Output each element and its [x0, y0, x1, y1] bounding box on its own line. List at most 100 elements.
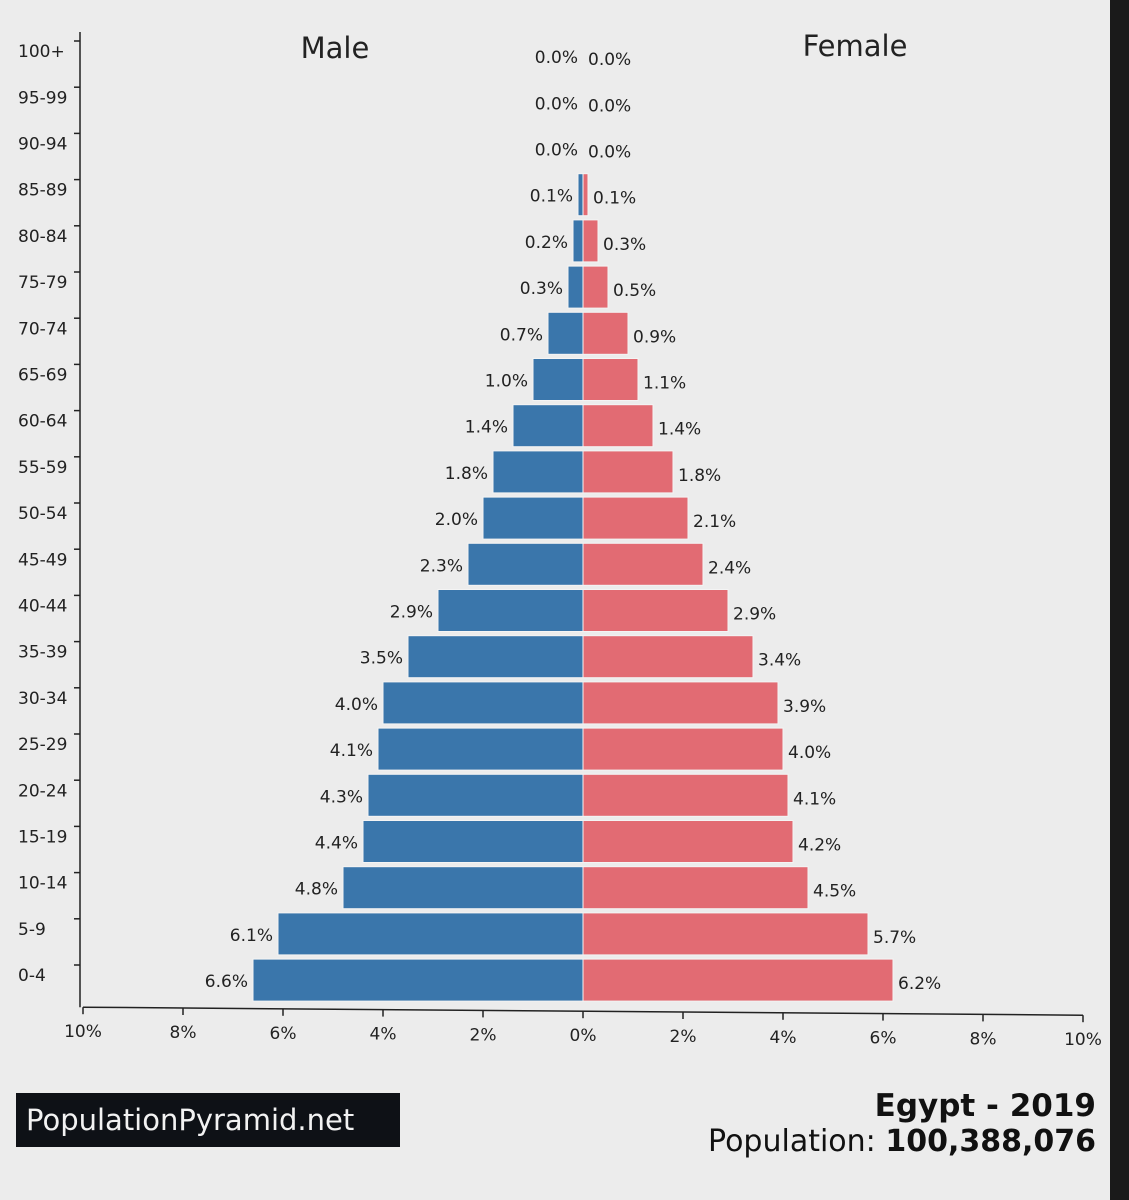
male-bar-50-54 — [482, 496, 584, 540]
male-bar-5-9 — [277, 912, 584, 956]
female-bar-70-74 — [582, 311, 629, 355]
female-bar-40-44 — [582, 589, 729, 632]
male-data-label: 4.8% — [295, 880, 338, 900]
x-tick-label: 4% — [770, 1028, 797, 1048]
x-tick-label: 2% — [470, 1025, 497, 1045]
age-group-label: 10-14 — [18, 874, 67, 894]
female-data-label: 0.0% — [588, 50, 631, 70]
female-data-label: 0.0% — [588, 143, 631, 163]
female-data-label: 5.7% — [873, 928, 916, 948]
age-group-label: 5-9 — [18, 920, 46, 940]
age-group-label: 85-89 — [18, 181, 67, 201]
male-bar-55-59 — [492, 450, 584, 494]
male-bar-45-49 — [467, 542, 584, 586]
female-data-label: 1.8% — [678, 466, 721, 486]
x-tick-label: 10% — [1064, 1030, 1102, 1050]
chart-title: Egypt - 2019 — [874, 1088, 1096, 1124]
female-bar-75-79 — [582, 265, 609, 309]
age-group-label: 90-94 — [18, 135, 67, 155]
brand-logo[interactable]: PopulationPyramid.net — [16, 1093, 400, 1147]
population-summary: Population: 100,388,076 — [708, 1124, 1096, 1159]
x-tick-label: 4% — [370, 1025, 397, 1045]
female-data-label: 4.0% — [788, 743, 831, 763]
female-bar-25-29 — [582, 727, 784, 771]
female-data-label: 0.9% — [633, 327, 676, 347]
male-data-label: 0.1% — [530, 187, 573, 207]
male-data-label: 4.1% — [330, 741, 373, 761]
age-group-label: 35-39 — [18, 643, 67, 663]
x-tick-label: 6% — [870, 1029, 897, 1049]
female-bar-15-19 — [582, 820, 794, 863]
age-group-label: 30-34 — [18, 689, 67, 709]
female-bar-5-9 — [582, 912, 869, 956]
male-data-label: 0.7% — [500, 325, 543, 345]
male-data-label: 2.9% — [390, 603, 433, 623]
male-data-label: 0.2% — [525, 233, 568, 253]
male-data-label: 1.0% — [485, 372, 528, 392]
x-tick-label: 8% — [970, 1029, 997, 1049]
male-data-label: 0.3% — [520, 279, 563, 299]
female-bar-0-4 — [582, 958, 894, 1002]
female-bar-30-34 — [582, 681, 779, 725]
male-bar-25-29 — [377, 727, 584, 771]
female-heading: Female — [803, 29, 908, 63]
male-data-label: 0.0% — [535, 48, 578, 68]
female-data-label: 4.1% — [793, 789, 836, 809]
female-bar-35-39 — [582, 635, 754, 679]
male-bar-40-44 — [437, 589, 584, 632]
female-data-label: 0.1% — [593, 189, 636, 209]
male-data-label: 4.3% — [320, 787, 363, 807]
female-bar-65-69 — [582, 358, 639, 401]
x-tick-label: 2% — [670, 1027, 697, 1047]
age-group-label: 45-49 — [18, 550, 67, 570]
male-bar-85-89 — [577, 173, 584, 217]
male-bar-80-84 — [572, 219, 584, 263]
age-group-label: 95-99 — [18, 88, 67, 108]
male-data-label: 6.1% — [230, 926, 273, 946]
male-bar-65-69 — [532, 358, 584, 401]
male-data-label: 2.0% — [435, 510, 478, 530]
female-bar-10-14 — [582, 866, 809, 910]
female-data-label: 0.5% — [613, 281, 656, 301]
age-group-label: 80-84 — [18, 227, 67, 247]
age-group-label: 50-54 — [18, 504, 67, 524]
age-group-label: 100+ — [18, 42, 65, 62]
female-data-label: 0.0% — [588, 96, 631, 116]
female-data-label: 4.2% — [798, 836, 841, 856]
female-bar-45-49 — [582, 542, 704, 586]
male-bar-35-39 — [407, 635, 584, 679]
age-group-label: 40-44 — [18, 597, 67, 617]
female-data-label: 2.9% — [733, 605, 776, 625]
male-bar-20-24 — [367, 773, 584, 817]
x-tick-label: 0% — [570, 1026, 597, 1046]
female-bar-85-89 — [582, 173, 589, 217]
female-data-label: 1.4% — [658, 420, 701, 440]
male-data-label: 2.3% — [420, 556, 463, 576]
age-group-label: 15-19 — [18, 828, 67, 848]
population-value: 100,388,076 — [885, 1124, 1096, 1159]
age-group-label: 20-24 — [18, 781, 67, 801]
male-data-label: 4.0% — [335, 695, 378, 715]
male-data-label: 0.0% — [535, 141, 578, 161]
female-bar-80-84 — [582, 219, 599, 263]
male-data-label: 1.8% — [445, 464, 488, 484]
male-bar-0-4 — [252, 958, 584, 1002]
age-group-label: 25-29 — [18, 735, 67, 755]
male-heading: Male — [301, 31, 370, 65]
female-data-label: 1.1% — [643, 374, 686, 394]
female-bar-50-54 — [582, 496, 689, 540]
x-tick-label: 6% — [270, 1024, 297, 1044]
female-data-label: 6.2% — [898, 974, 941, 994]
population-pyramid-chart: 0.0% 0.0% 100+ 0.0% 0.0% 95-99 0.0% 0.0% 90-94 0.… — [18, 29, 1102, 1050]
x-tick-label: 10% — [64, 1022, 102, 1042]
female-bar-60-64 — [582, 404, 654, 448]
male-data-label: 6.6% — [205, 972, 248, 992]
male-bar-60-64 — [512, 404, 584, 448]
female-data-label: 4.5% — [813, 882, 856, 902]
age-group-label: 60-64 — [18, 412, 67, 432]
male-bar-75-79 — [567, 265, 584, 309]
male-bar-70-74 — [547, 311, 584, 355]
male-data-label: 0.0% — [535, 94, 578, 114]
male-data-label: 4.4% — [315, 834, 358, 854]
